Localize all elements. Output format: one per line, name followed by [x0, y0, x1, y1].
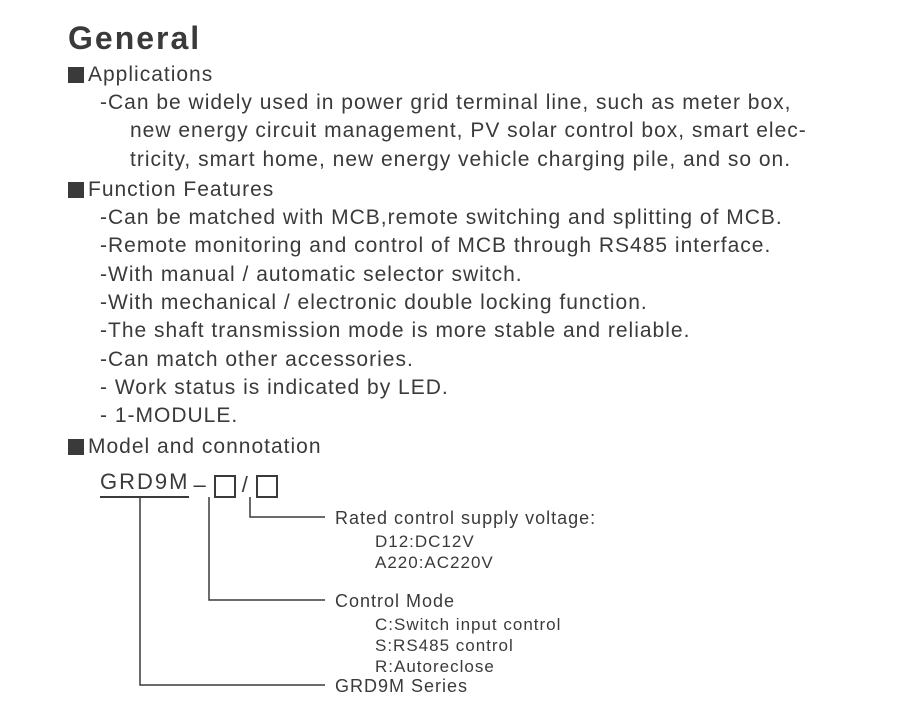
features-content: -Can be matched with MCB,remote switchin… [100, 204, 894, 431]
square-bullet-icon [68, 439, 84, 455]
text-line: -With mechanical / electronic double loc… [100, 289, 894, 317]
section-features-header: Function Features [68, 178, 894, 202]
page-title: General [68, 20, 894, 57]
square-bullet-icon [68, 182, 84, 198]
series-title: GRD9M Series [335, 675, 468, 698]
text-line: - Work status is indicated by LED. [100, 374, 894, 402]
mode-opt-0: C:Switch input control [375, 614, 561, 636]
mode-title: Control Mode [335, 590, 455, 613]
model-diagram: GRD9M – / Rated control supply voltage: … [100, 469, 894, 689]
section-model-header: Model and connotation [68, 435, 894, 459]
mode-opt-1: S:RS485 control [375, 635, 514, 657]
section-features-label: Function Features [88, 178, 274, 202]
text-line: new energy circuit management, PV solar … [130, 117, 894, 145]
section-model-label: Model and connotation [88, 435, 322, 459]
text-line: -Remote monitoring and control of MCB th… [100, 232, 894, 260]
text-line: -Can be widely used in power grid termin… [100, 89, 894, 117]
model-code-prefix: GRD9M [100, 469, 189, 498]
applications-content: -Can be widely used in power grid termin… [100, 89, 894, 174]
voltage-opt-0: D12:DC12V [375, 531, 475, 553]
section-applications-label: Applications [88, 63, 213, 87]
section-applications-header: Applications [68, 63, 894, 87]
voltage-title: Rated control supply voltage: [335, 507, 596, 530]
text-line: tricity, smart home, new energy vehicle … [130, 146, 894, 174]
text-line: - 1-MODULE. [100, 402, 894, 430]
text-line: -The shaft transmission mode is more sta… [100, 317, 894, 345]
text-line: -Can match other accessories. [100, 346, 894, 374]
square-bullet-icon [68, 67, 84, 83]
model-code-row: GRD9M – / [100, 469, 894, 498]
connector-lines-icon [100, 495, 340, 695]
voltage-opt-1: A220:AC220V [375, 552, 494, 574]
text-line: -With manual / automatic selector switch… [100, 261, 894, 289]
text-line: -Can be matched with MCB,remote switchin… [100, 204, 894, 232]
